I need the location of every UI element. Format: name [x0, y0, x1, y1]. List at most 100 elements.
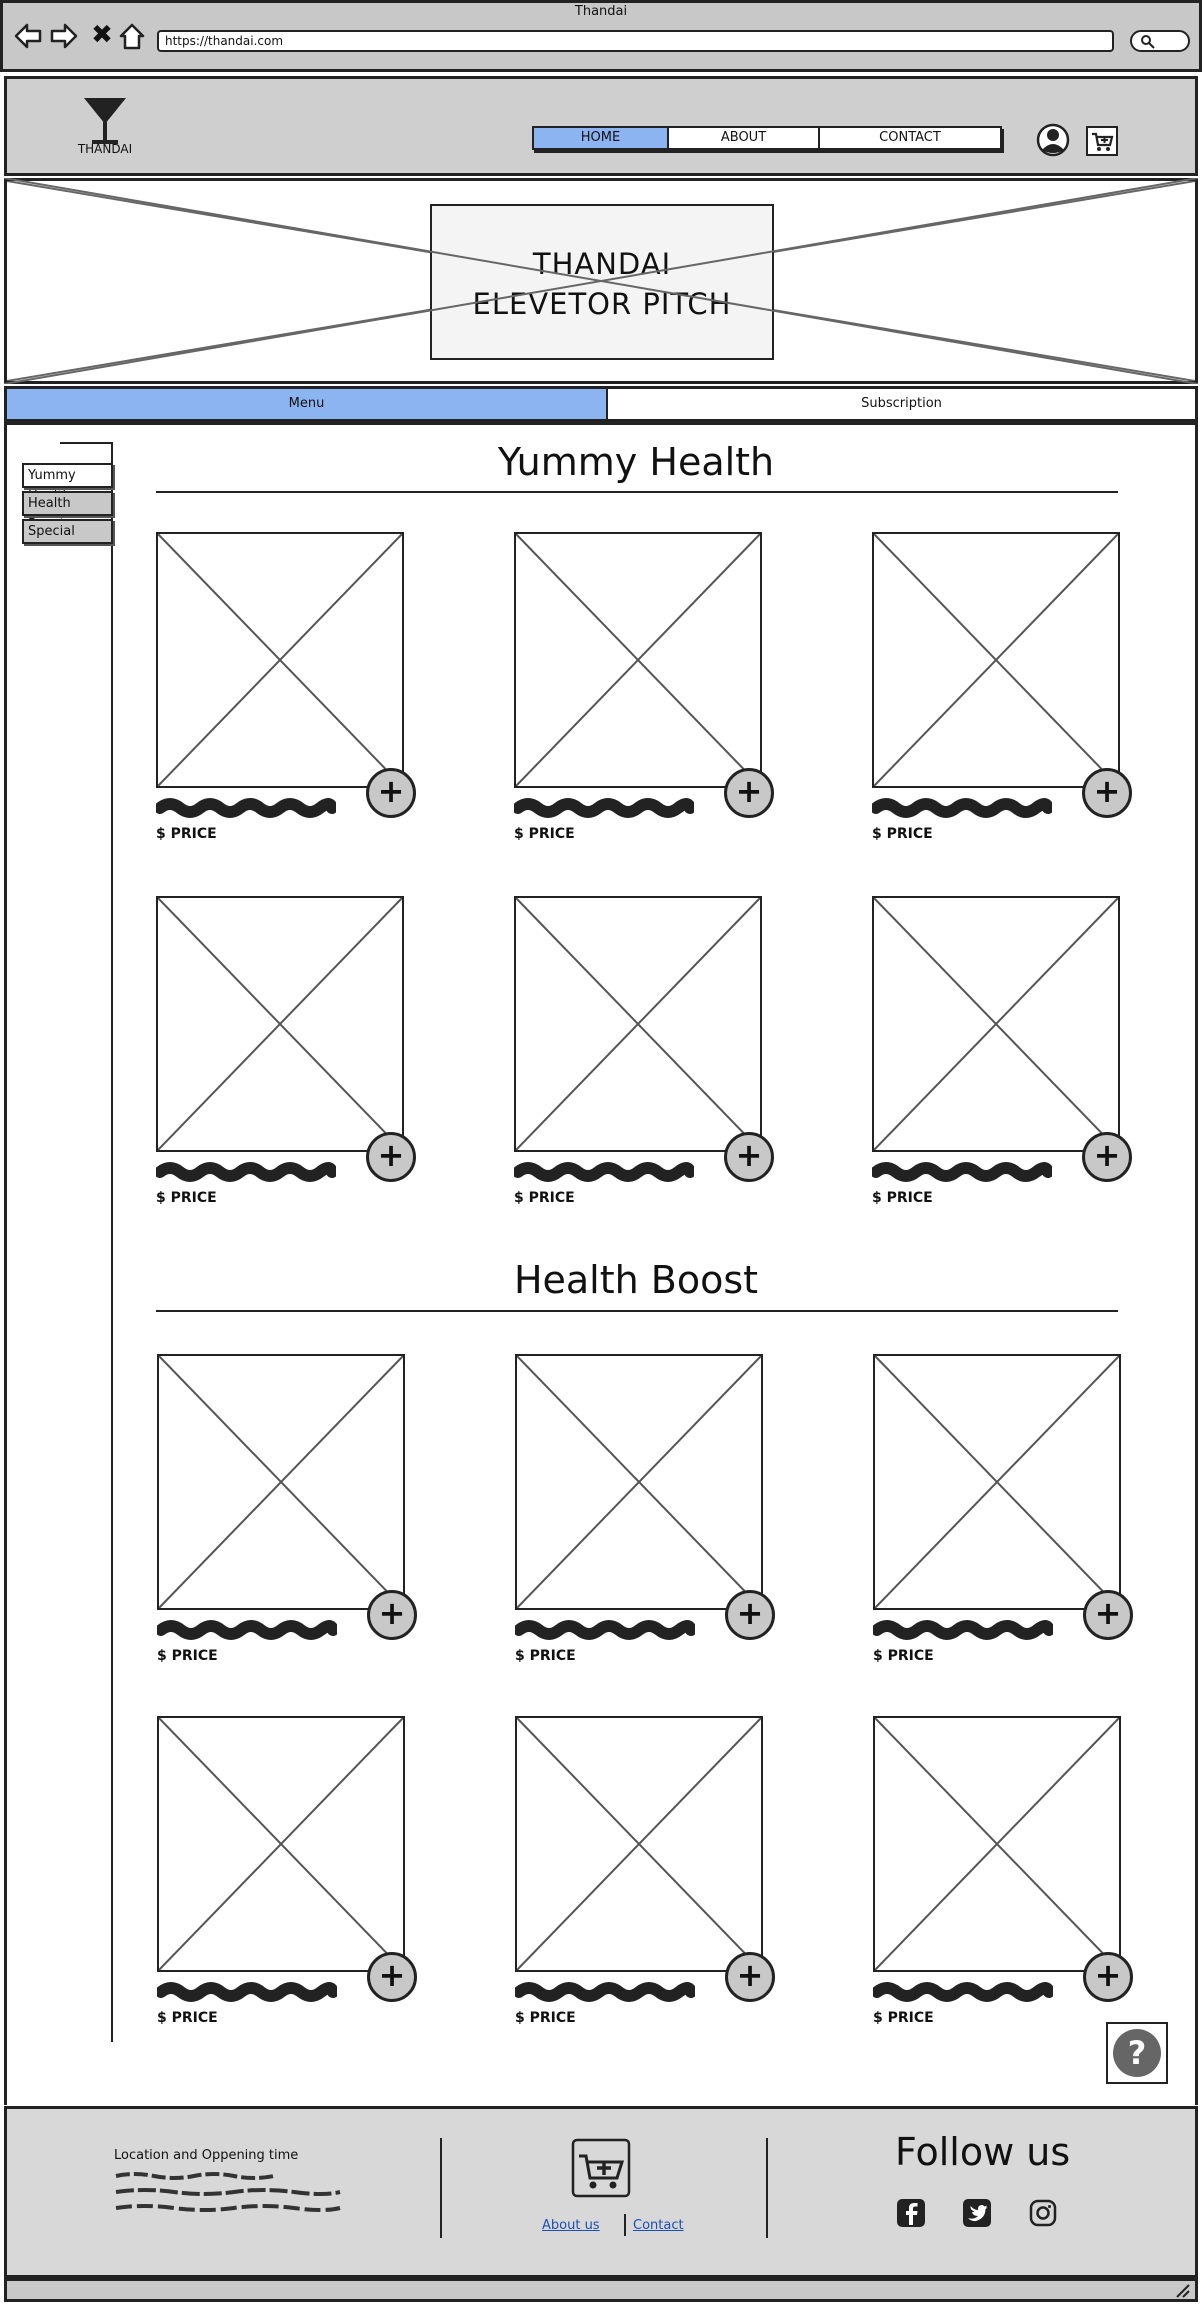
add-item-button[interactable]: + — [724, 1132, 774, 1182]
product-price: $ PRICE — [873, 2010, 934, 2026]
image-placeholder-icon — [875, 1356, 1119, 1608]
section-divider — [156, 491, 1118, 493]
add-item-button[interactable]: + — [1083, 1590, 1133, 1640]
about-us-link[interactable]: About us — [542, 2218, 600, 2233]
add-to-cart-icon[interactable] — [571, 2138, 631, 2198]
resize-grip-icon[interactable] — [1175, 2283, 1191, 2299]
product-image-placeholder[interactable] — [873, 1354, 1121, 1610]
add-item-button[interactable]: + — [367, 1590, 417, 1640]
image-placeholder-icon — [875, 1718, 1119, 1970]
product-name-scribble — [157, 1620, 337, 1640]
cocktail-glass-logo-icon[interactable] — [80, 96, 130, 156]
footer-link-separator — [624, 2214, 626, 2236]
image-placeholder-icon — [158, 898, 402, 1150]
sidebar-item-health-boost[interactable]: Health Boost — [22, 491, 113, 532]
product-price: $ PRICE — [872, 1190, 933, 1206]
product-name-scribble — [873, 1982, 1053, 2002]
product-card[interactable]: + $ PRICE — [872, 896, 1132, 1226]
nav-about[interactable]: ABOUT — [669, 128, 820, 148]
image-placeholder-icon — [159, 1718, 403, 1970]
add-item-button[interactable]: + — [1082, 768, 1132, 818]
product-card[interactable]: + $ PRICE — [514, 532, 774, 862]
back-arrow-icon[interactable] — [14, 22, 42, 50]
product-card[interactable]: + $ PRICE — [156, 896, 416, 1226]
tab-subscription[interactable]: Subscription — [861, 396, 942, 411]
product-price: $ PRICE — [515, 2010, 576, 2026]
product-name-scribble — [156, 1162, 336, 1182]
add-item-button[interactable]: + — [1083, 1952, 1133, 2002]
product-image-placeholder[interactable] — [515, 1354, 763, 1610]
add-item-button[interactable]: + — [724, 768, 774, 818]
facebook-icon[interactable] — [896, 2198, 926, 2228]
product-price: $ PRICE — [156, 1190, 217, 1206]
product-image-placeholder[interactable] — [873, 1716, 1121, 1972]
product-name-scribble — [514, 798, 694, 818]
add-item-button[interactable]: + — [1082, 1132, 1132, 1182]
browser-search-field[interactable] — [1130, 30, 1190, 52]
product-name-scribble — [157, 1982, 337, 2002]
product-card[interactable]: + $ PRICE — [873, 1716, 1133, 2046]
product-price: $ PRICE — [157, 1648, 218, 1664]
pitch-line-1: THANDAI — [532, 247, 672, 281]
elevator-pitch-text: THANDAI ELEVETOR PITCH — [430, 244, 774, 324]
nav-contact[interactable]: CONTACT — [879, 130, 941, 145]
product-image-placeholder[interactable] — [514, 896, 762, 1152]
twitter-icon[interactable] — [962, 2198, 992, 2228]
add-item-button[interactable]: + — [367, 1952, 417, 2002]
search-icon — [1141, 35, 1155, 49]
nav-home[interactable]: HOME — [534, 128, 669, 148]
product-card[interactable]: + $ PRICE — [515, 1354, 775, 1684]
section-divider — [156, 1310, 1118, 1312]
section-title: Yummy Health — [497, 440, 775, 484]
add-item-button[interactable]: + — [725, 1952, 775, 2002]
product-price: $ PRICE — [514, 826, 575, 842]
product-price: $ PRICE — [873, 1648, 934, 1664]
image-placeholder-icon — [158, 534, 402, 786]
product-price: $ PRICE — [515, 1648, 576, 1664]
product-card[interactable]: + $ PRICE — [514, 896, 774, 1226]
product-name-scribble — [873, 1620, 1053, 1640]
product-image-placeholder[interactable] — [515, 1716, 763, 1972]
forward-arrow-icon[interactable] — [50, 22, 78, 50]
tab-bar: Menu Subscription — [4, 386, 1198, 422]
product-image-placeholder[interactable] — [156, 532, 404, 788]
instagram-icon[interactable] — [1028, 2198, 1058, 2228]
tab-menu[interactable]: Menu — [7, 389, 608, 419]
follow-us-title: Follow us — [895, 2130, 1071, 2174]
product-image-placeholder[interactable] — [514, 532, 762, 788]
contact-link[interactable]: Contact — [633, 2218, 684, 2233]
product-image-placeholder[interactable] — [156, 896, 404, 1152]
stop-icon[interactable]: ✖ — [91, 20, 113, 50]
product-image-placeholder[interactable] — [157, 1716, 405, 1972]
image-placeholder-icon — [516, 534, 760, 786]
product-name-scribble — [515, 1982, 695, 2002]
product-price: $ PRICE — [157, 2010, 218, 2026]
help-icon: ? — [1113, 2029, 1161, 2077]
user-icon[interactable] — [1036, 123, 1070, 157]
location-title: Location and Oppening time — [114, 2148, 299, 2163]
sidebar-top-rule — [60, 442, 112, 444]
product-card[interactable]: + $ PRICE — [156, 532, 416, 862]
content-frame — [4, 420, 1198, 2105]
product-image-placeholder[interactable] — [872, 896, 1120, 1152]
add-item-button[interactable]: + — [725, 1590, 775, 1640]
product-name-scribble — [156, 798, 336, 818]
home-icon[interactable] — [118, 22, 146, 50]
url-bar[interactable]: https://thandai.com — [157, 30, 1114, 52]
product-card[interactable]: + $ PRICE — [157, 1354, 417, 1684]
top-navigation: HOME ABOUT CONTACT — [532, 126, 1002, 150]
add-item-button[interactable]: + — [366, 1132, 416, 1182]
product-card[interactable]: + $ PRICE — [515, 1716, 775, 2046]
product-card[interactable]: + $ PRICE — [872, 532, 1132, 862]
product-card[interactable]: + $ PRICE — [157, 1716, 417, 2046]
help-button[interactable]: ? — [1106, 2022, 1168, 2084]
product-image-placeholder[interactable] — [157, 1354, 405, 1610]
sidebar-item-yummy-health[interactable]: Yummy Health — [22, 463, 113, 504]
product-image-placeholder[interactable] — [872, 532, 1120, 788]
sidebar-item-special[interactable]: Special — [22, 519, 113, 544]
cart-icon[interactable] — [1086, 126, 1118, 156]
image-placeholder-icon — [159, 1356, 403, 1608]
product-card[interactable]: + $ PRICE — [873, 1354, 1133, 1684]
add-item-button[interactable]: + — [366, 768, 416, 818]
section-title: Health Boost — [513, 1258, 759, 1302]
